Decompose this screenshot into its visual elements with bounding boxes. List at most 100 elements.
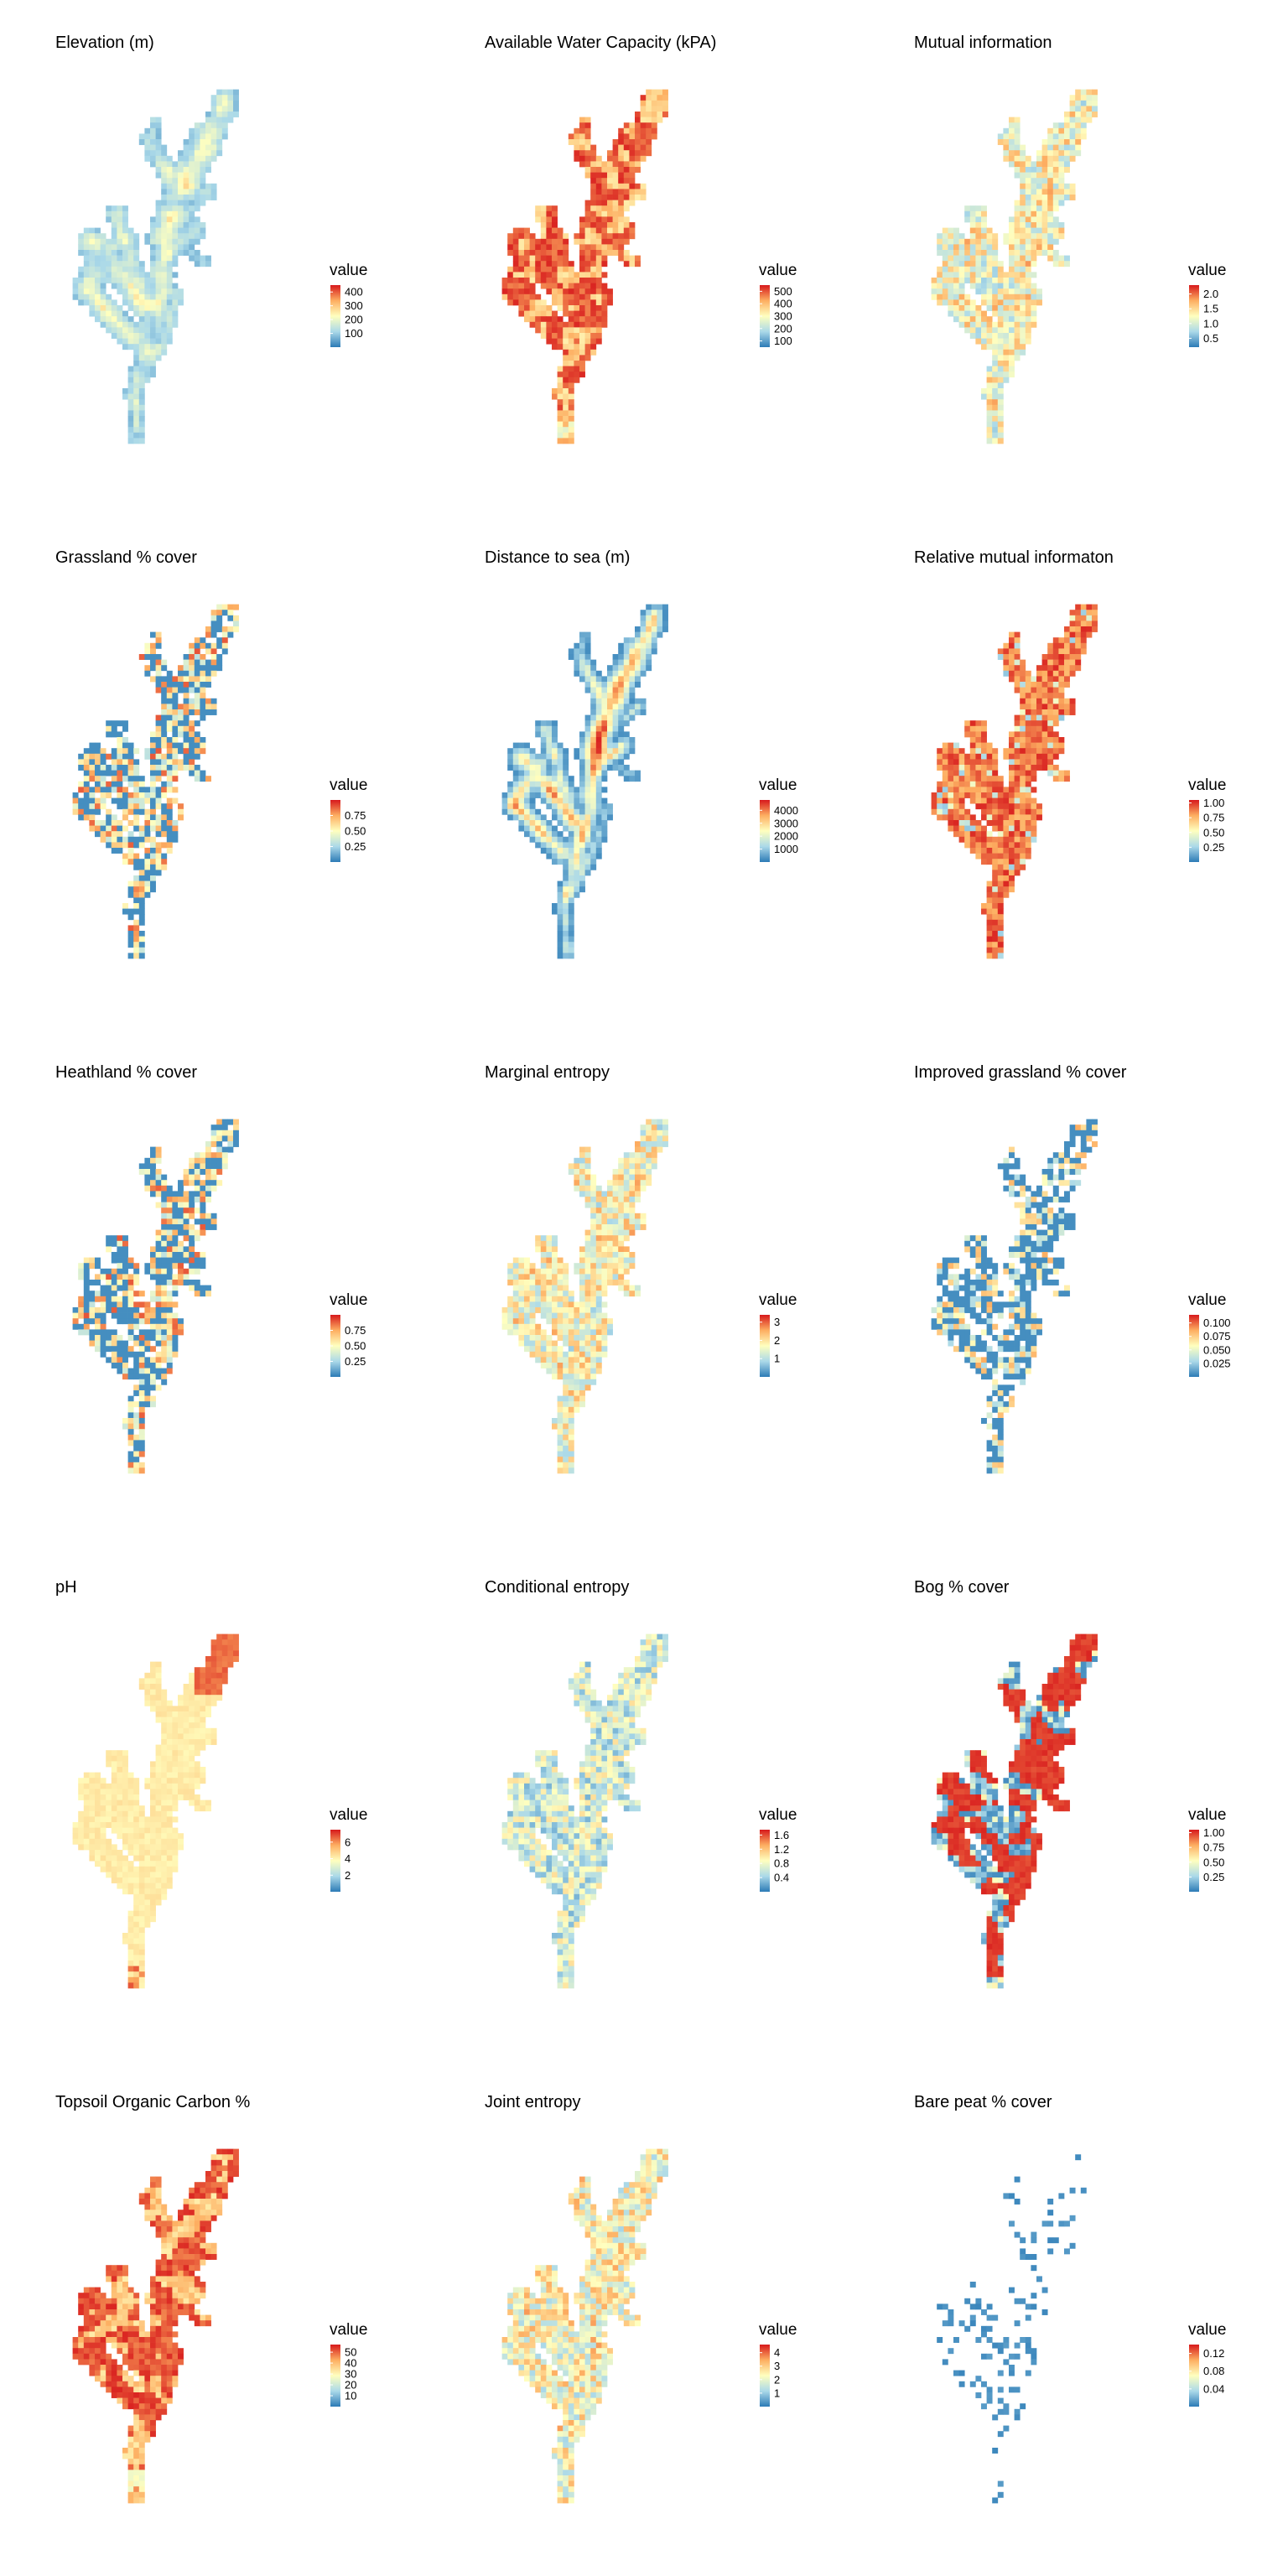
raster-cell xyxy=(138,1312,145,1319)
raster-cell xyxy=(127,227,134,234)
raster-cell xyxy=(178,250,184,256)
raster-cell xyxy=(590,1174,597,1181)
raster-cell xyxy=(106,836,112,843)
raster-cell xyxy=(221,1146,228,1153)
raster-cell xyxy=(535,293,542,300)
raster-cell xyxy=(529,255,536,262)
raster-cell xyxy=(590,310,597,317)
raster-cell xyxy=(953,310,959,317)
raster-cell xyxy=(640,195,647,200)
raster-cell xyxy=(590,853,597,860)
raster-cell xyxy=(166,1224,173,1230)
raster-cell xyxy=(607,1274,613,1280)
raster-cell xyxy=(183,139,190,145)
raster-cell xyxy=(568,942,574,948)
raster-cell xyxy=(189,1174,195,1181)
raster-cell xyxy=(612,1191,619,1197)
raster-cell xyxy=(629,654,636,660)
raster-cell xyxy=(535,238,542,245)
raster-cell xyxy=(568,404,574,411)
raster-cell xyxy=(662,100,668,106)
raster-cell xyxy=(552,210,558,217)
raster-cell xyxy=(1031,714,1037,721)
raster-cell xyxy=(1003,859,1010,865)
raster-cell xyxy=(1025,227,1031,234)
raster-cell xyxy=(150,776,156,782)
raster-cell xyxy=(155,1191,162,1197)
raster-cell xyxy=(83,808,90,815)
raster-cell xyxy=(1020,266,1026,273)
raster-cell xyxy=(117,255,123,262)
raster-cell xyxy=(150,853,156,860)
raster-cell xyxy=(535,1291,542,1297)
raster-cell xyxy=(172,316,179,323)
raster-cell xyxy=(568,891,574,898)
raster-cell xyxy=(584,316,591,323)
raster-cell xyxy=(127,327,134,334)
raster-cell xyxy=(1069,133,1076,140)
raster-cell xyxy=(535,731,542,738)
raster-cell xyxy=(595,288,602,295)
raster-cell xyxy=(579,1157,585,1164)
raster-cell xyxy=(161,714,168,721)
raster-cell xyxy=(969,272,976,278)
raster-cell xyxy=(969,787,976,793)
raster-cell xyxy=(1020,316,1026,323)
raster-cell xyxy=(189,172,195,179)
raster-cell xyxy=(524,1263,530,1270)
raster-cell xyxy=(1020,200,1026,206)
raster-cell xyxy=(975,765,982,771)
raster-cell xyxy=(166,222,173,228)
raster-cell xyxy=(205,1169,211,1175)
raster-cell xyxy=(640,122,647,129)
raster-cell xyxy=(524,820,530,826)
raster-cell xyxy=(563,399,569,406)
raster-cell xyxy=(975,338,982,345)
raster-cell xyxy=(133,1280,140,1285)
raster-cell xyxy=(1014,665,1021,672)
raster-cell xyxy=(1003,299,1010,306)
raster-cell xyxy=(138,919,145,926)
legend-tick-label: 4000 xyxy=(774,804,798,817)
raster-cell xyxy=(568,792,574,798)
raster-cell xyxy=(1020,305,1026,311)
raster-cell xyxy=(1003,753,1010,760)
raster-cell xyxy=(618,709,625,715)
raster-cell xyxy=(150,1268,156,1275)
raster-cell xyxy=(117,1252,123,1258)
raster-cell xyxy=(512,742,519,749)
raster-cell xyxy=(161,250,168,256)
raster-cell xyxy=(584,787,591,793)
raster-cell xyxy=(150,155,156,162)
raster-cell xyxy=(72,797,79,804)
raster-cell xyxy=(133,836,140,843)
raster-cell xyxy=(111,1240,117,1247)
raster-cell xyxy=(552,222,558,228)
raster-cell xyxy=(646,631,652,638)
raster-cell xyxy=(584,1285,591,1291)
raster-cell xyxy=(150,161,156,168)
raster-cell xyxy=(1047,682,1054,688)
raster-cell xyxy=(89,748,96,755)
raster-cell xyxy=(166,167,173,173)
raster-cell xyxy=(189,665,195,672)
raster-cell xyxy=(590,792,597,798)
raster-cell xyxy=(111,848,117,854)
raster-cell xyxy=(574,748,580,755)
raster-cell xyxy=(623,731,630,738)
raster-cell xyxy=(166,1197,173,1202)
raster-cell xyxy=(144,808,151,815)
raster-cell xyxy=(227,89,234,96)
raster-cell xyxy=(127,250,134,256)
raster-cell xyxy=(1031,299,1037,306)
raster-cell xyxy=(595,748,602,755)
raster-cell xyxy=(948,266,954,273)
raster-cell xyxy=(1047,161,1054,168)
raster-cell xyxy=(189,759,195,766)
raster-cell xyxy=(166,1268,173,1275)
raster-cell xyxy=(1052,139,1059,145)
raster-cell xyxy=(133,1318,140,1325)
raster-cell xyxy=(552,831,558,838)
raster-cell xyxy=(233,100,239,106)
raster-cell xyxy=(1009,825,1015,832)
